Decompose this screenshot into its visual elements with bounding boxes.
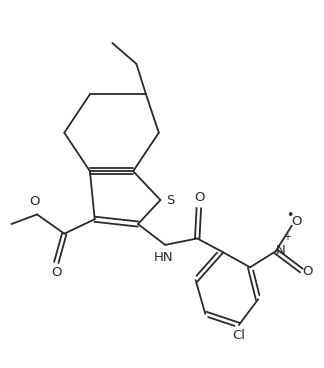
Text: HN: HN [154, 251, 173, 263]
Text: O: O [194, 191, 205, 204]
Text: O: O [29, 195, 40, 208]
Text: O: O [302, 265, 313, 277]
Text: O: O [292, 215, 302, 228]
Text: O: O [51, 266, 62, 279]
Text: +: + [283, 232, 291, 242]
Text: •: • [286, 209, 294, 222]
Text: N: N [276, 244, 285, 257]
Text: S: S [166, 194, 174, 206]
Text: Cl: Cl [232, 329, 245, 342]
